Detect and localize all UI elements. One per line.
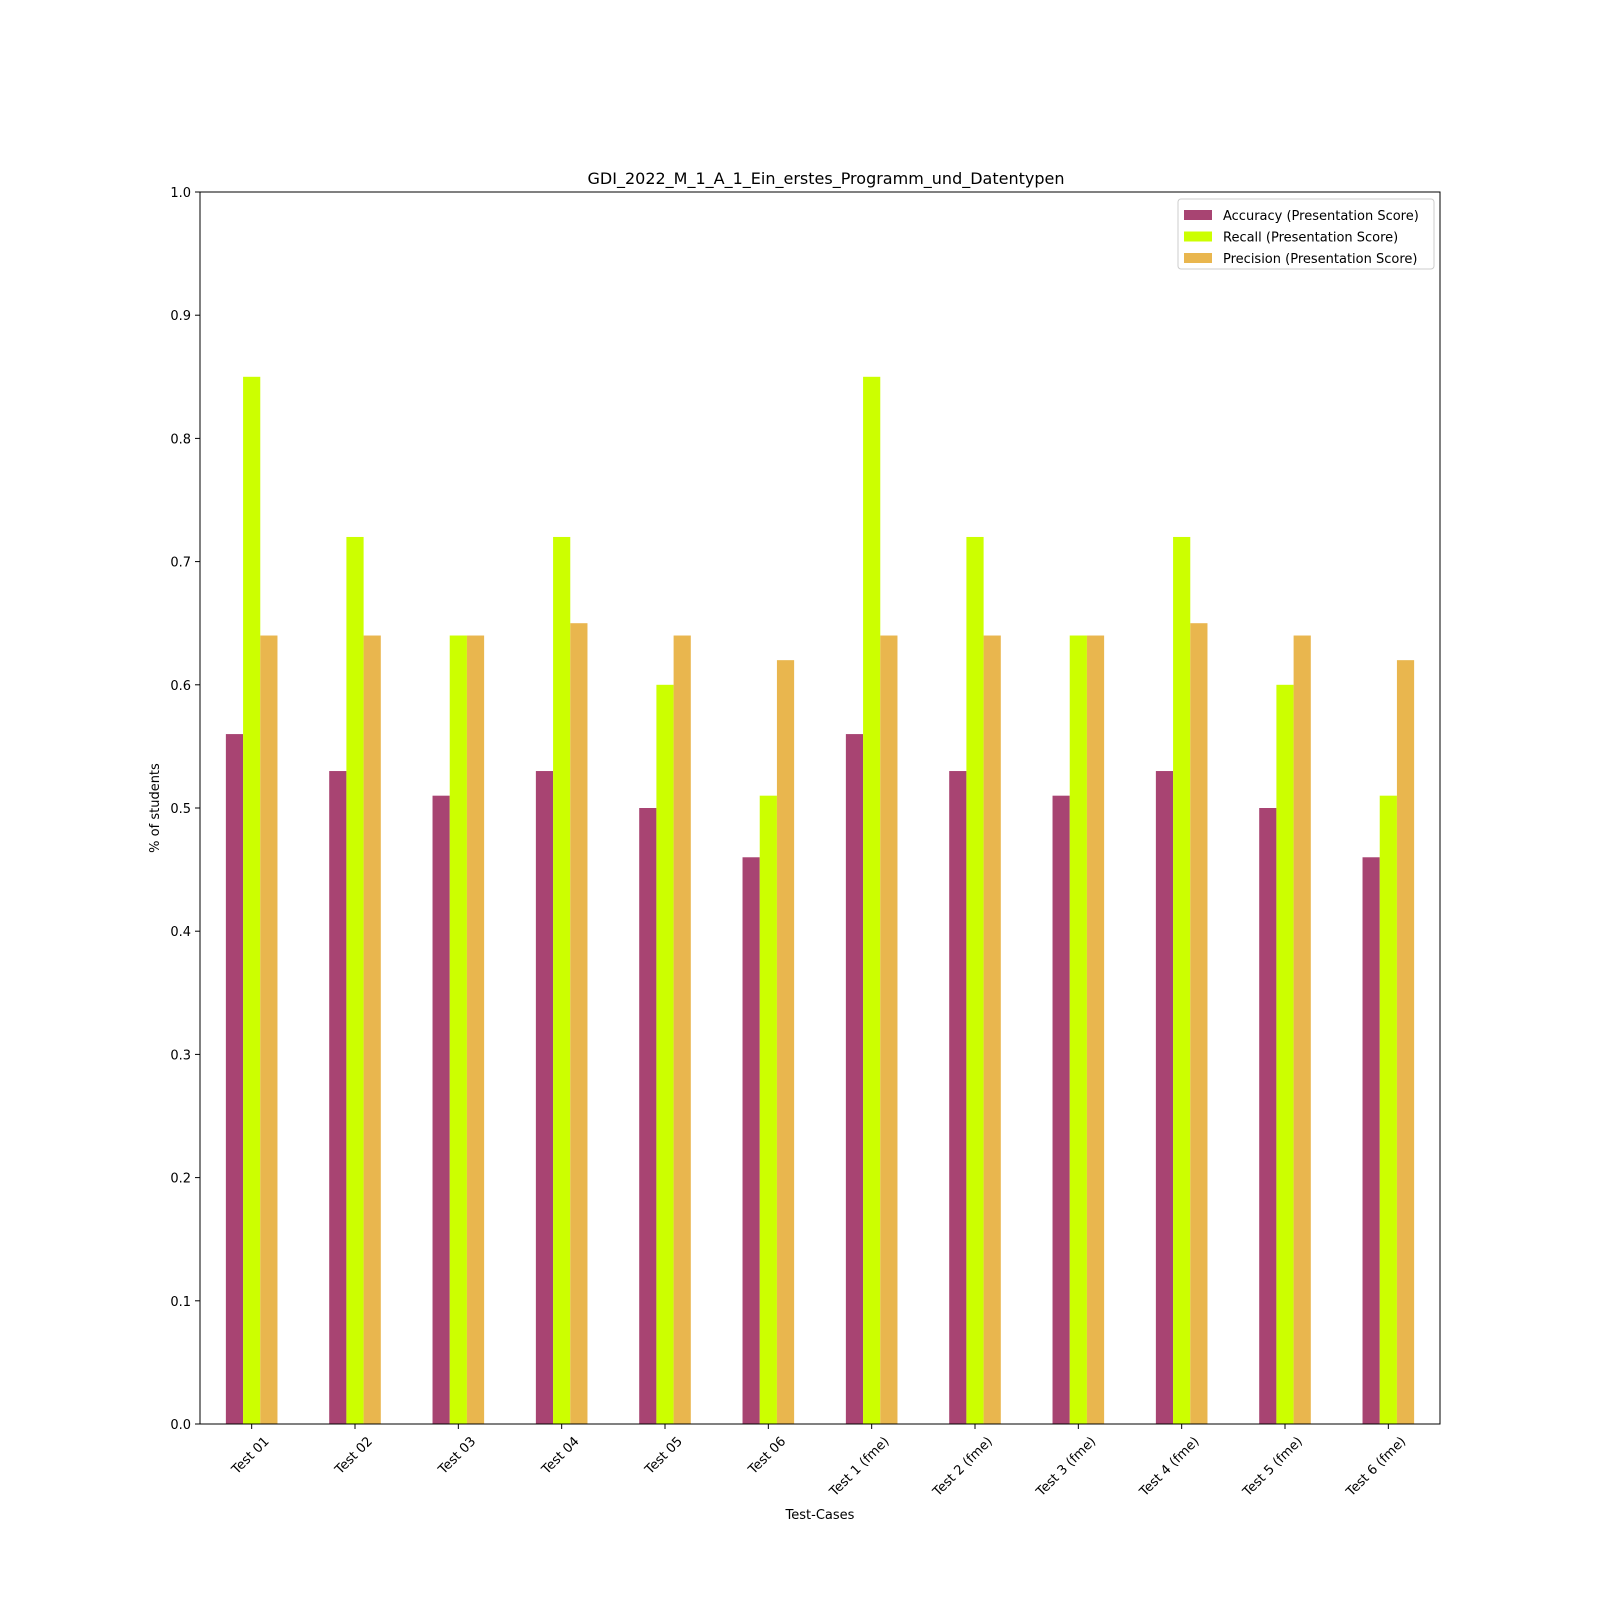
bar-recall-6 [759, 795, 777, 1424]
bar-recall-12 [1379, 795, 1397, 1424]
y-tick-label: 1.0 [170, 186, 191, 201]
y-axis: 0.0 0.1 0.2 0.3 0.4 0.5 0.6 0.7 0.8 0.9 1.0 [170, 186, 200, 1433]
x-tick-label: Test 02 [332, 1434, 376, 1478]
y-tick-label: 0.8 [170, 432, 191, 447]
x-tick-label: Test 01 [228, 1434, 272, 1478]
bar-precision-1 [260, 635, 278, 1424]
bar-accuracy-10 [1155, 771, 1174, 1424]
x-tick-label: Test 04 [538, 1434, 582, 1478]
bar-accuracy-6 [742, 857, 760, 1424]
y-tick-label: 0.1 [170, 1295, 191, 1310]
bar-precision-9 [1086, 635, 1105, 1424]
y-tick-label: 0.0 [170, 1418, 191, 1433]
legend-entry-label: Accuracy (Presentation Score) [1223, 209, 1419, 224]
bar-recall-1 [243, 376, 261, 1424]
bar-precision-4 [570, 623, 588, 1424]
x-tick-label: Test 3 (fme) [1033, 1434, 1099, 1500]
plot-area-frame [199, 191, 1441, 1425]
y-tick-label: 0.2 [170, 1172, 191, 1187]
bar-accuracy-9 [1052, 795, 1070, 1424]
legend-box [1177, 198, 1435, 270]
x-tick-label: Test 03 [435, 1434, 479, 1478]
legend-swatch [1184, 231, 1212, 242]
legend-swatch [1184, 210, 1212, 220]
legend-entry-label: Recall (Presentation Score) [1223, 231, 1398, 246]
bar-accuracy-2 [329, 771, 347, 1424]
x-tick-label: Test 4 (fme) [1136, 1434, 1202, 1500]
bar-recall-8 [966, 536, 984, 1424]
y-tick-label: 0.7 [170, 556, 191, 571]
bars-group [225, 376, 1415, 1424]
bar-precision-12 [1396, 660, 1415, 1424]
legend-entry-label: Precision (Presentation Score) [1223, 252, 1417, 267]
bar-recall-5 [656, 684, 674, 1424]
bar-accuracy-4 [535, 771, 554, 1424]
x-tick-label: Test 6 (fme) [1343, 1434, 1409, 1500]
bar-accuracy-12 [1362, 857, 1380, 1424]
bar-accuracy-8 [949, 771, 967, 1424]
bar-recall-2 [346, 536, 364, 1424]
bar-precision-3 [466, 635, 485, 1424]
bar-recall-3 [449, 635, 467, 1424]
x-tick-label: Test 5 (fme) [1240, 1434, 1306, 1500]
bar-precision-2 [363, 635, 381, 1424]
legend-swatch [1184, 253, 1212, 263]
x-axis: Test 01 Test 02 Test 03 Test 04 Test 05 Test … [228, 1424, 1409, 1500]
bar-precision-8 [983, 635, 1001, 1424]
x-tick-label: Test 05 [642, 1434, 686, 1478]
legend: Accuracy (Presentation Score) Recall (Pre… [1177, 198, 1435, 270]
bar-accuracy-11 [1259, 808, 1277, 1424]
x-tick-label: Test 06 [745, 1434, 789, 1478]
y-tick-label: 0.3 [170, 1048, 191, 1063]
bar-precision-7 [880, 635, 898, 1424]
bar-precision-10 [1190, 623, 1208, 1424]
bar-recall-11 [1276, 684, 1294, 1424]
bar-recall-7 [863, 376, 881, 1424]
y-tick-label: 0.9 [170, 309, 191, 324]
x-axis-label: Test-Cases [785, 1508, 855, 1523]
bar-accuracy-7 [845, 734, 864, 1424]
y-tick-label: 0.6 [170, 679, 191, 694]
x-tick-label: Test 1 (fme) [826, 1434, 892, 1500]
bar-recall-4 [553, 536, 571, 1424]
chart-title: GDI_2022_M_1_A_1_Ein_erstes_Programm_und… [588, 169, 1065, 189]
bar-precision-11 [1293, 635, 1311, 1424]
bar-precision-5 [673, 635, 691, 1424]
y-tick-label: 0.5 [170, 802, 191, 817]
bar-accuracy-3 [432, 795, 450, 1424]
y-axis-label: % of students [148, 763, 163, 853]
bar-accuracy-5 [639, 808, 657, 1424]
bar-accuracy-1 [225, 734, 244, 1424]
y-tick-label: 0.4 [170, 925, 191, 940]
bar-precision-6 [776, 660, 795, 1424]
x-tick-label: Test 2 (fme) [930, 1434, 996, 1500]
bar-recall-9 [1069, 635, 1087, 1424]
bar-recall-10 [1173, 536, 1191, 1424]
